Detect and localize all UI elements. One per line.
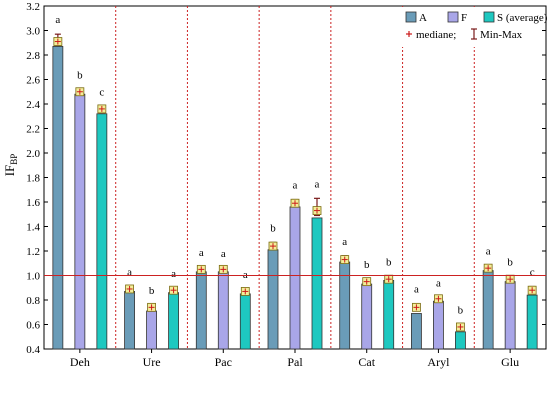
bar [361,283,373,350]
y-tick-label: 1.8 [26,173,40,185]
plot-area: 0.4 0.6 0.8 1.0 1.2 1.4 1.6 1.8 2.0 2.2 2.4 2.6 2.8 3… [26,1,547,369]
significance-letter: b [364,259,370,271]
legend-swatch [405,11,417,23]
bar [146,310,157,350]
significance-letter: a [55,14,60,26]
bar [482,270,494,350]
significance-letter: a [436,278,441,290]
y-tick-label: 2.8 [26,50,40,62]
x-tick-label: Pac [215,355,232,369]
legend-entry: S (average) [497,12,548,24]
y-tick-label: 1.0 [26,271,40,283]
significance-letter: a [221,248,226,260]
bar [239,293,251,350]
legend-entry: A [419,12,427,24]
y-tick-label: 3.0 [26,26,40,38]
legend-median-label: mediane; [416,29,456,41]
significance-letter: b [270,222,276,234]
legend: A F S (average) mediane; Min-Max [402,7,548,47]
bar [217,271,229,350]
significance-letter: a [486,246,491,258]
significance-letter: a [342,236,347,248]
legend-swatch [447,11,459,23]
bar [455,331,466,350]
significance-letter: a [315,178,320,190]
bar [52,46,64,350]
x-tick-label: Aryl [427,355,450,369]
significance-letter: b [149,285,155,297]
y-tick-label: 2.2 [26,124,40,136]
significance-letter: a [293,180,298,192]
y-tick-label: 2.0 [26,148,40,160]
y-tick-label: 0.6 [26,320,40,332]
y-tick-label: 2.6 [26,75,40,87]
bar [383,279,395,350]
x-tick-label: Ure [143,355,161,369]
significance-letter: a [127,267,132,279]
significance-letter: c [530,267,535,279]
bar [267,249,279,350]
x-tick-label: Glu [501,355,519,369]
bar [311,217,323,350]
legend-background [402,7,540,47]
bar [74,93,86,350]
bar [433,300,444,350]
significance-letter: c [99,86,104,98]
x-tick-label: Pal [287,355,303,369]
x-tick-label: Cat [358,355,375,369]
significance-letter: b [507,257,513,269]
y-tick-label: 1.6 [26,197,40,209]
x-tick-label: Deh [70,355,90,369]
y-tick-label: 1.2 [26,246,40,258]
y-tick-label: 0.4 [26,344,40,356]
significance-letter: b [77,69,83,81]
y-axis-label: IFBP [2,154,19,177]
y-tick-label: 1.4 [26,222,40,234]
bar [526,294,538,350]
bar [124,291,135,350]
legend-entry: F [461,12,467,24]
y-axis-label-subscript: BP [9,154,19,165]
y-axis-label-main: IF [2,165,17,177]
significance-letter: b [386,257,392,269]
significance-letter: b [458,305,464,317]
legend-swatch [483,11,495,23]
y-tick-label: 3.2 [26,1,40,13]
y-tick-label: 0.8 [26,295,40,307]
bar [96,113,108,350]
bar [168,292,179,350]
significance-letter: a [199,247,204,259]
bar [504,281,516,350]
bar [195,271,207,350]
significance-letter: a [414,284,419,296]
significance-letter: a [171,268,176,280]
y-tick-label: 2.4 [26,99,40,111]
bar [411,313,422,350]
legend-minmax-label: Min-Max [480,29,523,41]
bar [289,206,301,350]
significance-letter: a [243,269,248,281]
